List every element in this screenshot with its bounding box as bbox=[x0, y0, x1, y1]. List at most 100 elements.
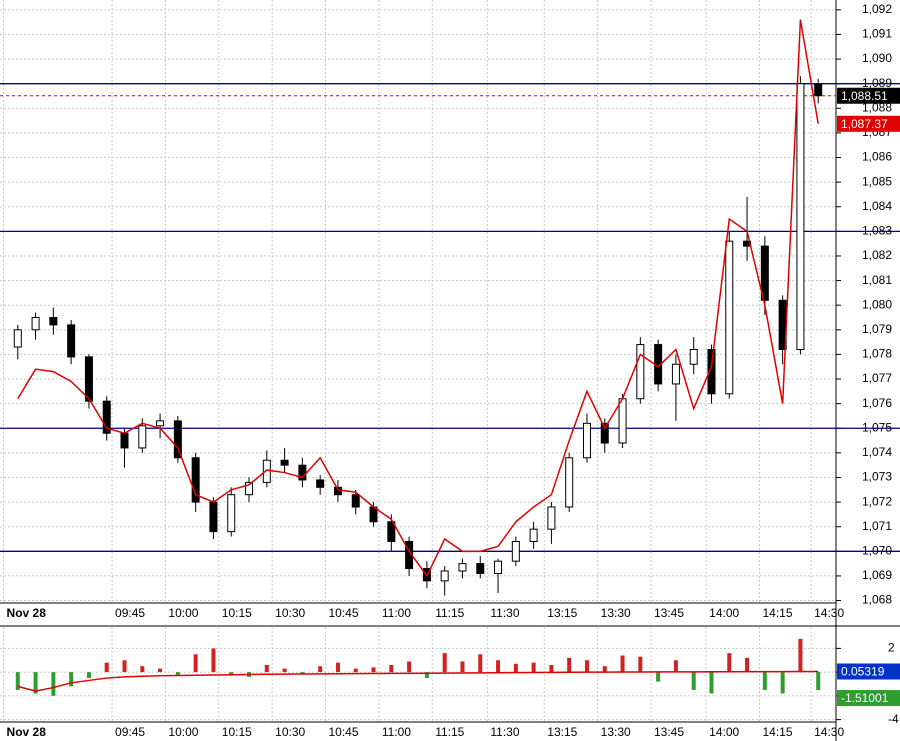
candle-body bbox=[84, 356, 93, 402]
candle-body bbox=[494, 560, 503, 574]
y-tick-label: 1,081 bbox=[862, 273, 892, 287]
y-tick-label: 1,086 bbox=[862, 150, 892, 164]
histogram-bar bbox=[709, 672, 714, 694]
y-tick-label: 1,077 bbox=[862, 371, 892, 385]
histogram-bar bbox=[673, 660, 678, 673]
x-tick-label: 13:30 bbox=[601, 725, 631, 739]
y-tick-label: 1,090 bbox=[862, 51, 892, 65]
histogram-bar bbox=[460, 661, 465, 673]
candle-body bbox=[529, 528, 538, 542]
histogram-bar bbox=[193, 654, 198, 673]
x-tick-label: 09:45 bbox=[115, 606, 145, 620]
x-tick-label: 13:30 bbox=[601, 606, 631, 620]
y-tick-label: 1,084 bbox=[862, 199, 892, 213]
histogram-bar bbox=[727, 653, 732, 673]
candle-body bbox=[511, 540, 520, 562]
y-tick-label: 1,092 bbox=[862, 2, 892, 16]
candle-body bbox=[245, 481, 254, 496]
price-label: -1.51001 bbox=[841, 691, 889, 705]
histogram-bar bbox=[15, 672, 20, 690]
candle-body bbox=[173, 420, 182, 459]
x-tick-label: 09:45 bbox=[115, 725, 145, 739]
x-tick-label: 13:45 bbox=[654, 606, 684, 620]
histogram-bar bbox=[264, 665, 269, 673]
candle-body bbox=[351, 494, 360, 508]
x-tick-label: 14:30 bbox=[814, 725, 844, 739]
histogram-bar bbox=[442, 653, 447, 673]
price-label-box bbox=[837, 115, 900, 132]
candle-body bbox=[600, 422, 609, 444]
candle-body bbox=[547, 506, 556, 530]
x-tick-label: 14:15 bbox=[763, 725, 793, 739]
histogram-bar bbox=[282, 668, 287, 673]
y-tick-label: 2 bbox=[888, 641, 895, 655]
histogram-bar bbox=[353, 668, 358, 673]
price-label-box bbox=[837, 690, 900, 707]
y-tick-label: -4 bbox=[888, 712, 899, 726]
x-tick-label: 13:15 bbox=[547, 725, 577, 739]
x-tick-label: 14:00 bbox=[709, 725, 739, 739]
histogram-bar bbox=[229, 672, 234, 676]
histogram-bar bbox=[691, 672, 696, 690]
x-tick-label: Nov 28 bbox=[7, 725, 47, 739]
y-tick-label: 1,091 bbox=[862, 27, 892, 41]
candle-body bbox=[671, 363, 680, 385]
x-tick-label: 10:15 bbox=[222, 606, 252, 620]
candle-body bbox=[814, 83, 823, 97]
histogram-bar bbox=[140, 666, 145, 673]
histogram-bar bbox=[567, 657, 572, 673]
histogram-bar bbox=[389, 665, 394, 673]
y-tick-label: 1,072 bbox=[862, 494, 892, 508]
y-tick-label: 1,083 bbox=[862, 224, 892, 238]
x-tick-label: 10:45 bbox=[329, 606, 359, 620]
candle-body bbox=[796, 83, 805, 350]
histogram-bar bbox=[175, 672, 180, 676]
y-tick-label: 1,080 bbox=[862, 297, 892, 311]
histogram-bar bbox=[318, 666, 323, 673]
histogram-bar bbox=[531, 662, 536, 673]
y-tick-label: 1,076 bbox=[862, 396, 892, 410]
x-tick-label: 13:15 bbox=[547, 606, 577, 620]
histogram-bar bbox=[496, 660, 501, 673]
histogram-bar bbox=[780, 672, 785, 694]
candle-body bbox=[49, 316, 58, 326]
candle-body bbox=[227, 494, 236, 533]
x-tick-label: 10:00 bbox=[168, 725, 198, 739]
y-tick-label: 1,070 bbox=[862, 543, 892, 557]
histogram-bar bbox=[424, 672, 429, 679]
y-tick-label: 1,085 bbox=[862, 174, 892, 188]
candle-body bbox=[707, 348, 716, 395]
candle-body bbox=[120, 432, 129, 449]
y-tick-label: 1,082 bbox=[862, 248, 892, 262]
histogram-bar bbox=[549, 665, 554, 673]
candle-body bbox=[67, 324, 76, 358]
candle-body bbox=[13, 329, 22, 348]
y-tick-label: 1,073 bbox=[862, 470, 892, 484]
histogram-bar bbox=[122, 660, 127, 673]
candle-body bbox=[387, 521, 396, 542]
histogram-bar bbox=[638, 656, 643, 673]
x-tick-label: 10:45 bbox=[329, 725, 359, 739]
candle-body bbox=[156, 420, 165, 427]
histogram-bar bbox=[407, 661, 412, 673]
y-tick-label: 1,088 bbox=[862, 100, 892, 114]
y-tick-label: 1,068 bbox=[862, 593, 892, 607]
histogram-bar bbox=[762, 672, 767, 690]
candle-body bbox=[31, 316, 40, 331]
x-tick-label: 11:30 bbox=[490, 606, 519, 620]
x-tick-label: 10:00 bbox=[168, 606, 198, 620]
price-label: 1,088.51 bbox=[841, 89, 888, 103]
histogram-bar bbox=[335, 662, 340, 673]
candle-body bbox=[725, 240, 734, 395]
x-tick-label: 11:00 bbox=[382, 606, 411, 620]
y-tick-label: 1,078 bbox=[862, 347, 892, 361]
candle-body bbox=[316, 479, 325, 488]
x-tick-label: 10:30 bbox=[275, 725, 305, 739]
x-tick-label: Nov 28 bbox=[7, 606, 47, 620]
histogram-bar bbox=[69, 672, 74, 687]
histogram-bar bbox=[211, 648, 216, 673]
candle-body bbox=[618, 398, 627, 444]
histogram-bar bbox=[745, 657, 750, 673]
histogram-bar bbox=[104, 662, 109, 673]
